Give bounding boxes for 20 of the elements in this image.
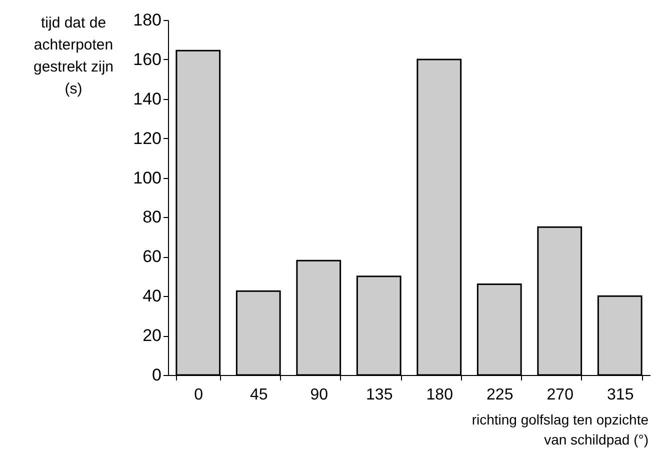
x-tick-label: 270 <box>546 386 574 404</box>
y-tick-label: 140 <box>133 89 162 108</box>
y-tick-label: 160 <box>133 50 162 69</box>
y-tick-label: 80 <box>142 208 162 227</box>
x-tick-label: 90 <box>310 386 328 404</box>
y-tick-label: 60 <box>142 247 162 266</box>
y-tick-label: 180 <box>133 10 162 30</box>
x-tick-label: 315 <box>607 386 634 404</box>
x-tick-label: 0 <box>194 386 204 404</box>
x-axis-title: richting golfslag ten opzichte van schildpad (°) <box>472 412 649 448</box>
y-tick-label: 100 <box>133 168 162 188</box>
x-tick-label: 180 <box>426 386 454 404</box>
x-tick-label: 225 <box>486 386 514 404</box>
y-tick-label: 120 <box>133 128 162 148</box>
y-tick-label: 0 <box>152 366 162 384</box>
y-tick-label: 40 <box>142 286 162 306</box>
y-tick-label: 20 <box>142 326 162 346</box>
x-tick-label: 45 <box>250 386 268 404</box>
y-axis-title: tijd dat de achterpoten gestrekt zijn (s) <box>33 14 114 98</box>
x-tick-label: 135 <box>366 386 393 404</box>
